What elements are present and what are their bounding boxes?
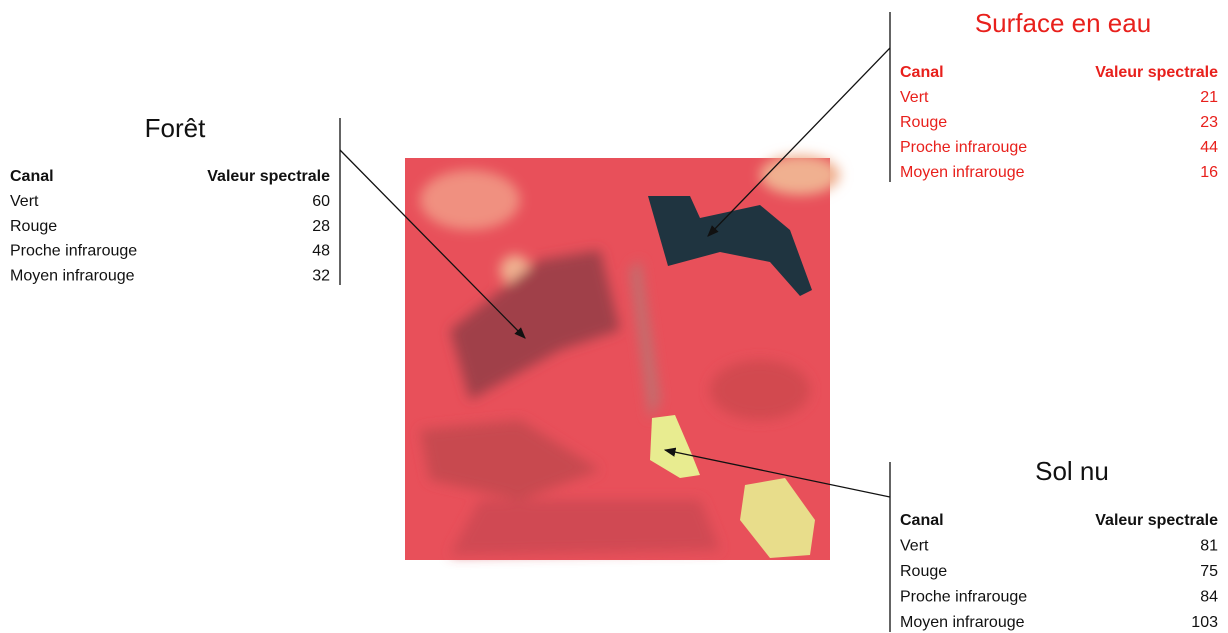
spectral-value: 23 bbox=[1200, 114, 1218, 131]
spectral-value: 28 bbox=[312, 218, 330, 235]
panel-title: Forêt bbox=[145, 113, 206, 143]
band-name: Vert bbox=[10, 193, 39, 210]
panel-title: Surface en eau bbox=[975, 8, 1151, 38]
band-name: Moyen infrarouge bbox=[10, 267, 135, 284]
band-name: Moyen infrarouge bbox=[900, 614, 1025, 631]
spectral-value: 48 bbox=[312, 243, 330, 260]
band-name: Vert bbox=[900, 538, 929, 555]
band-name: Vert bbox=[900, 89, 929, 106]
spectral-value: 75 bbox=[1200, 563, 1218, 580]
satellite-image bbox=[405, 155, 840, 560]
spectral-value: 44 bbox=[1200, 139, 1218, 156]
band-name: Rouge bbox=[10, 218, 57, 235]
column-header: Canal bbox=[10, 168, 54, 185]
spectral-value: 16 bbox=[1200, 164, 1218, 181]
column-header: Canal bbox=[900, 64, 944, 81]
column-header: Valeur spectrale bbox=[1095, 512, 1218, 529]
spectral-value: 84 bbox=[1200, 589, 1218, 606]
diagram: Forêt Canal Valeur spectrale Vert 60 Rouge 28 P… bbox=[0, 0, 1228, 633]
band-name: Moyen infrarouge bbox=[900, 164, 1025, 181]
spectral-value: 32 bbox=[312, 267, 330, 284]
spectral-value: 103 bbox=[1191, 614, 1218, 631]
spectral-value: 81 bbox=[1200, 538, 1218, 555]
panel-title: Sol nu bbox=[1035, 456, 1109, 486]
spectral-value: 60 bbox=[312, 193, 330, 210]
spectral-value: 21 bbox=[1200, 89, 1218, 106]
column-header: Valeur spectrale bbox=[207, 168, 330, 185]
band-name: Proche infrarouge bbox=[10, 243, 137, 260]
band-name: Rouge bbox=[900, 114, 947, 131]
band-name: Proche infrarouge bbox=[900, 139, 1027, 156]
column-header: Valeur spectrale bbox=[1095, 64, 1218, 81]
band-name: Proche infrarouge bbox=[900, 589, 1027, 606]
band-name: Rouge bbox=[900, 563, 947, 580]
column-header: Canal bbox=[900, 512, 944, 529]
